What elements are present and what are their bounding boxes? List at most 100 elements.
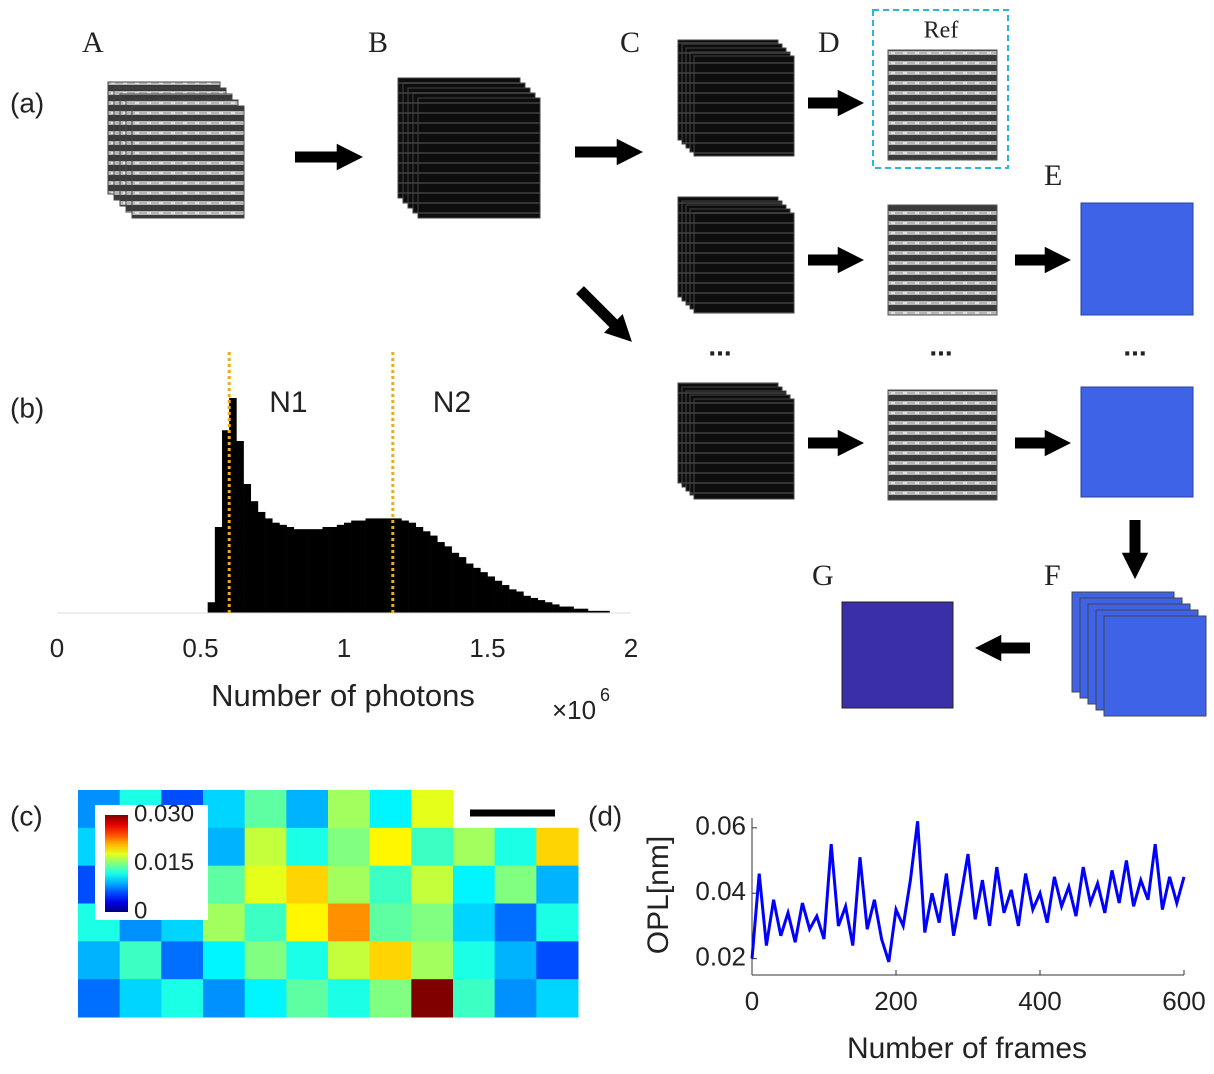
x-tick-label: 0.5	[182, 633, 218, 663]
heat-cell	[453, 904, 495, 942]
heat-cell	[286, 941, 328, 979]
bar	[574, 609, 581, 613]
bar	[416, 527, 423, 613]
annotation-label: N1	[269, 386, 307, 419]
bar	[394, 518, 401, 613]
bar	[559, 607, 566, 613]
heat-cell	[286, 866, 328, 904]
heat-cell	[203, 904, 245, 942]
result-image	[842, 602, 953, 708]
ellipsis: ...	[708, 330, 731, 361]
x-tick-label: 400	[1018, 986, 1061, 1016]
heat-cell	[120, 941, 162, 979]
bar	[401, 521, 408, 613]
y-axis-label: OPL[nm]	[642, 836, 675, 954]
bar	[373, 518, 380, 613]
heat-cell	[245, 904, 287, 942]
step-label: A	[82, 26, 104, 59]
bar	[444, 546, 451, 613]
heat-cell	[78, 941, 120, 979]
step-label: D	[818, 26, 840, 59]
bar	[466, 564, 473, 613]
bar	[322, 527, 329, 613]
bar	[538, 600, 545, 613]
bar	[380, 518, 387, 613]
heat-cell	[453, 866, 495, 904]
heat-cell	[328, 979, 370, 1017]
stack-layer	[694, 56, 794, 156]
bar	[287, 527, 294, 613]
heat-cell	[370, 790, 412, 828]
heat-cell	[411, 979, 453, 1017]
image	[888, 50, 997, 160]
colorbar-tick-label: 0.030	[134, 800, 194, 827]
image	[888, 205, 997, 315]
stack-layer	[132, 106, 244, 218]
heat-cell	[495, 866, 537, 904]
x-tick-label: 0	[50, 633, 64, 663]
histogram: Number of photons ×10 6 00.511.52N1N2	[50, 352, 638, 725]
heat-cell	[328, 904, 370, 942]
ellipsis: ...	[929, 330, 952, 361]
heat-cell	[245, 941, 287, 979]
bar	[301, 529, 308, 613]
heat-cell	[536, 904, 578, 942]
bar	[459, 557, 466, 613]
arrow	[580, 290, 617, 327]
heat-cell	[245, 790, 287, 828]
colorbar	[105, 815, 128, 912]
heat-cell	[453, 979, 495, 1017]
bar	[566, 607, 573, 613]
bar	[545, 602, 552, 613]
heat-cell	[453, 941, 495, 979]
bar	[358, 521, 365, 613]
heat-cell	[245, 828, 287, 866]
heat-cell	[328, 941, 370, 979]
heat-cell	[120, 979, 162, 1017]
x-tick-label: 2	[624, 633, 638, 663]
step-label: F	[1044, 559, 1061, 592]
image	[888, 390, 997, 500]
bar	[337, 525, 344, 613]
y-tick-label: 0.02	[695, 942, 746, 972]
bar	[272, 523, 279, 613]
bar	[308, 529, 315, 613]
heat-cell	[286, 904, 328, 942]
y-tick-label: 0.04	[695, 876, 746, 906]
heat-cell	[411, 828, 453, 866]
x-tick-label: 1	[337, 633, 351, 663]
bar	[409, 523, 416, 613]
heat-cell	[495, 828, 537, 866]
panel-label: (a)	[10, 87, 44, 118]
heat-cell	[370, 828, 412, 866]
heatmap: 0.0300.0150	[78, 790, 579, 1018]
heat-cell	[203, 941, 245, 979]
bar	[509, 589, 516, 613]
x-tick-label: 600	[1162, 986, 1205, 1016]
heat-cell	[328, 866, 370, 904]
bar	[315, 529, 322, 613]
bar	[215, 527, 222, 613]
heat-cell	[495, 979, 537, 1017]
line-series	[752, 821, 1184, 962]
phase-image	[1081, 203, 1193, 315]
bar	[473, 568, 480, 613]
stack-layer	[1104, 616, 1206, 716]
bar	[452, 553, 459, 613]
bar	[265, 518, 272, 613]
step-label: G	[812, 559, 834, 592]
bar	[480, 572, 487, 613]
bar	[495, 581, 502, 613]
heat-cell	[495, 941, 537, 979]
x-tick-label: 0	[745, 986, 759, 1016]
bar	[294, 529, 301, 613]
heat-cell	[286, 828, 328, 866]
x-tick-label: 1.5	[469, 633, 505, 663]
heat-cell	[286, 979, 328, 1017]
heat-cell	[203, 979, 245, 1017]
heat-cell	[370, 941, 412, 979]
phase-image	[1081, 387, 1193, 497]
bar	[423, 531, 430, 613]
x-scale-label: ×10	[552, 695, 596, 725]
bar	[581, 609, 588, 613]
